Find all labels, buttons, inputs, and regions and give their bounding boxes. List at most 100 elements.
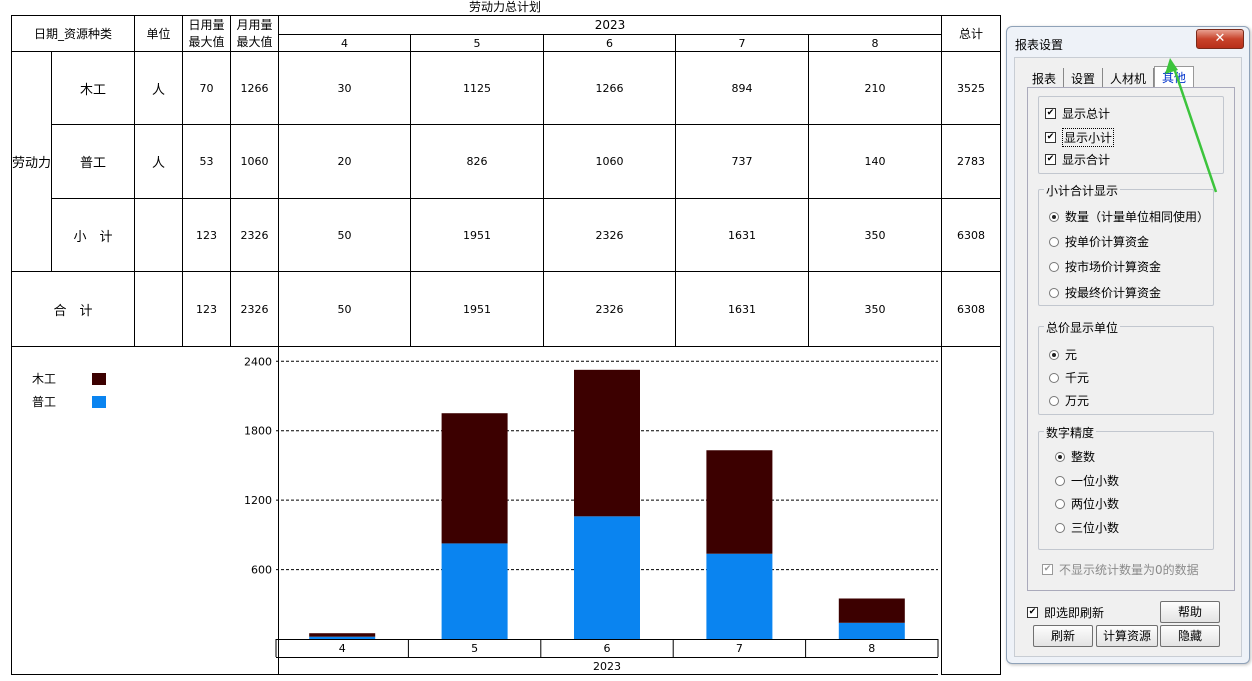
month-value-cell: 737 [675,124,810,199]
dialog-client: 报表 设置 人材机 其他 ✔ 显示总计 ✔ 显示小计 ✔ 显示合计 小计合计显示 数量… [1014,57,1242,657]
bar-segment [574,369,640,517]
help-button[interactable]: 帮助 [1160,601,1220,623]
show-subtotal-checkbox[interactable]: ✔ 显示小计 [1045,128,1115,147]
subtotal-label: 小 计 [51,198,136,272]
bar-segment [574,516,640,639]
radio-final-price[interactable]: 按最终价计算资金 [1049,284,1161,301]
hide-button[interactable]: 隐藏 [1160,625,1220,647]
tab-report[interactable]: 报表 [1025,68,1065,88]
hide-zero-checkbox[interactable]: ✔ 不显示统计数量为0的数据 [1042,563,1199,577]
group-label: 劳动力 [10,51,53,272]
show-sum-checkbox[interactable]: ✔ 显示合计 [1045,153,1111,167]
tab-resources[interactable]: 人材机 [1103,68,1155,88]
table-row: 劳动力 木工 人 70 1266 30 1125 1266 894 210 35… [10,51,1002,272]
month-value-cell: 30 [278,51,412,125]
radio-market-price[interactable]: 按市场价计算资金 [1049,258,1161,275]
show-options-box: ✔ 显示总计 ✔ 显示小计 ✔ 显示合计 [1038,96,1224,174]
instant-refresh-checkbox[interactable]: ✔ 即选即刷新 [1027,606,1105,620]
month-value-cell: 894 [675,51,810,125]
x-group-label: 2023 [593,660,621,673]
total-cell: 2783 [941,124,1002,199]
month-value-cell: 210 [808,51,943,125]
header-unit: 单位 [134,15,184,52]
x-tick-label: 6 [604,642,611,655]
resource-unit: 人 [134,51,184,125]
stacked-bar-chart: 600 1200 1800 2400 4 5 6 7 8 2023 [244,355,939,675]
tab-strip: 报表 设置 人材机 其他 [1025,66,1195,89]
dialog-title: 报表设置 [1015,38,1064,52]
month-value-cell: 1060 [543,124,677,199]
month-value-cell: 2326 [543,198,677,272]
refresh-button[interactable]: 刷新 [1033,625,1093,647]
bar-segment [441,413,508,544]
report-settings-dialog: 报表设置 ✕ 报表 设置 人材机 其他 ✔ 显示总计 ✔ 显示小计 ✔ 显示合计 小计… [1006,26,1250,664]
bar-segment [309,633,376,637]
dialog-titlebar[interactable]: 报表设置 ✕ [1007,27,1249,57]
month-value-cell: 50 [278,198,412,272]
group-title: 数字精度 [1044,424,1097,441]
x-tick-label: 7 [736,642,743,655]
chart-legend-area: 木工 普工 [10,346,280,675]
month-value-cell: 1631 [675,271,810,347]
legend-label: 木工 [32,372,57,386]
header-date-resource: 日期_资源种类 [10,15,136,52]
radio-integer[interactable]: 整数 [1055,448,1095,465]
show-total-checkbox[interactable]: ✔ 显示总计 [1045,107,1111,121]
legend-swatch [92,395,106,408]
month-value-cell: 50 [278,271,412,347]
bar-segment [838,622,905,639]
chart-legend: 木工 普工 [32,367,106,413]
tab-panel-other: ✔ 显示总计 ✔ 显示小计 ✔ 显示合计 小计合计显示 数量（计量单位相同使用） 按单… [1027,87,1235,591]
month-value-cell: 1266 [543,51,677,125]
resource-unit [134,271,184,347]
radio-thousand-yuan[interactable]: 千元 [1049,369,1089,386]
radio-three-decimals[interactable]: 三位小数 [1055,519,1119,536]
monthly-max-cell: 2326 [230,271,280,347]
radio-yuan[interactable]: 元 [1049,346,1077,363]
month-value-cell: 1951 [410,198,545,272]
month-value-cell: 1125 [410,51,545,125]
y-tick-label: 2400 [244,355,272,368]
legend-label: 普工 [32,395,57,409]
total-cell: 6308 [941,198,1002,272]
radio-unit-price[interactable]: 按单价计算资金 [1049,233,1149,250]
bar-segment [441,543,508,639]
bar-segment [706,553,773,639]
bar-segment [309,636,376,639]
price-unit-group: 总价显示单位 元 千元 万元 [1038,319,1214,415]
header-daily-max: 日用量 最大值 [182,15,232,52]
radio-quantity[interactable]: 数量（计量单位相同使用） [1049,208,1209,225]
radio-two-decimals[interactable]: 两位小数 [1055,495,1119,512]
x-tick-label: 4 [339,642,346,655]
daily-max-cell: 123 [182,198,232,272]
daily-max-cell: 70 [182,51,232,125]
tab-settings[interactable]: 设置 [1064,68,1104,88]
radio-one-decimal[interactable]: 一位小数 [1055,472,1119,489]
radio-ten-thousand-yuan[interactable]: 万元 [1049,392,1089,409]
grand-total-label: 合 计 [10,271,136,347]
legend-item: 木工 [32,367,106,390]
calc-resources-button[interactable]: 计算资源 [1096,625,1158,647]
close-button[interactable]: ✕ [1196,29,1244,49]
month-value-cell: 350 [808,198,943,272]
y-tick-label: 1200 [244,494,272,507]
x-tick-label: 5 [471,642,478,655]
total-cell: 3525 [941,51,1002,125]
precision-group: 数字精度 整数 一位小数 两位小数 三位小数 [1038,424,1214,550]
chart-total-cell [941,346,1002,675]
group-title: 小计合计显示 [1044,182,1121,199]
tab-other[interactable]: 其他 [1154,66,1195,89]
table-row: 合 计 123 2326 50 1951 2326 1631 350 6308 [10,271,1002,347]
month-value-cell: 2326 [543,271,677,347]
monthly-max-cell: 1266 [230,51,280,125]
legend-item: 普工 [32,390,106,413]
report-title: 劳动力总计划 [468,0,541,14]
total-cell: 6308 [941,271,1002,347]
y-tick-label: 600 [251,564,272,577]
bar-segment [706,450,773,554]
resource-name: 木工 [51,51,136,125]
group-title: 总价显示单位 [1044,319,1121,336]
subtotal-display-group: 小计合计显示 数量（计量单位相同使用） 按单价计算资金 按市场价计算资金 按最终… [1038,182,1214,306]
bar-segment [838,598,905,623]
daily-max-cell: 123 [182,271,232,347]
